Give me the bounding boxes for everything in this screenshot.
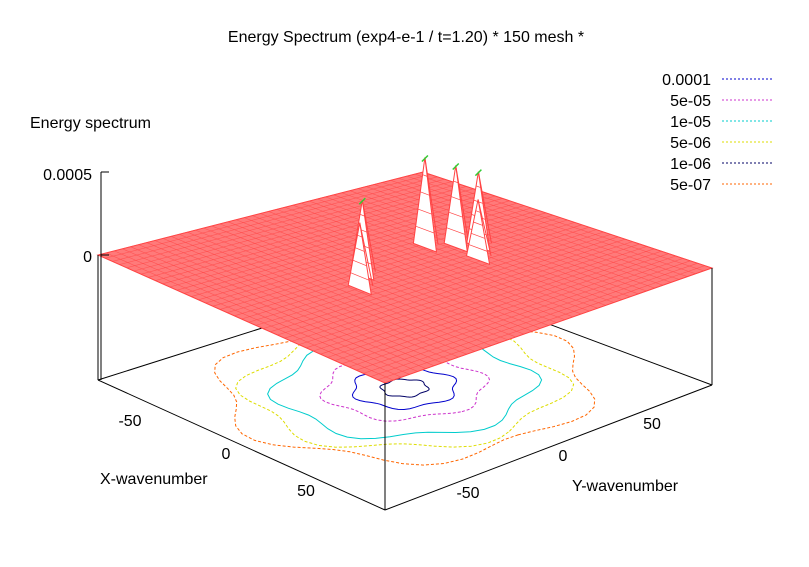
box-front-edges — [97, 255, 713, 511]
surface-peak-mesh — [448, 211, 463, 218]
surface-peak-ridge — [424, 157, 439, 244]
surface-mesh-line — [341, 253, 669, 365]
surface-peak-mesh — [468, 244, 488, 252]
surface-peak — [465, 199, 491, 266]
surface-mesh-line — [270, 229, 597, 333]
surface-peak-mesh — [471, 232, 486, 239]
surface-mesh-line — [268, 211, 557, 323]
surface-peaks — [347, 154, 492, 296]
surface-mesh-line — [414, 173, 704, 272]
legend-label: 5e-07 — [670, 177, 711, 194]
legend-label: 1e-05 — [670, 114, 711, 131]
legend-label: 5e-05 — [670, 93, 711, 110]
chart-title: Energy Spectrum (exp4-e-1 / t=1.20) * 15… — [228, 29, 584, 46]
x-axis-label: X-wavenumber — [100, 471, 208, 488]
y-tick-label: 0 — [559, 448, 568, 465]
surface-mesh-line — [291, 236, 619, 342]
surface-peak-mesh — [473, 221, 483, 226]
surface-peak-mesh — [420, 191, 430, 196]
surface-peak-mesh — [350, 272, 370, 281]
surface-mesh-line — [384, 267, 713, 384]
surface-peak-highlight — [474, 169, 482, 177]
surface-mesh-line — [349, 255, 676, 368]
surface-peak-ridge — [477, 199, 492, 257]
surface-mesh-line — [357, 188, 647, 292]
surface-mesh-line — [248, 222, 575, 323]
legend-label: 0.0001 — [662, 72, 711, 89]
x-tick-label: -50 — [118, 413, 141, 430]
legend-label: 5e-06 — [670, 135, 711, 152]
surface-mesh-line — [334, 250, 662, 361]
legend-label: 1e-06 — [670, 156, 711, 173]
surface-mesh-line — [363, 260, 691, 374]
z-tick-label: 0.0005 — [43, 167, 92, 184]
surface-mesh-line — [366, 186, 655, 289]
surface-peak-mesh — [355, 247, 365, 252]
surface-mesh-line — [320, 246, 648, 355]
surface-mesh-line — [390, 180, 680, 280]
surface-mesh-line — [398, 177, 688, 277]
surface-peak-mesh — [359, 213, 365, 217]
surface-mesh-line — [370, 262, 698, 377]
surface-mesh-line — [309, 200, 598, 309]
surface-peak-ridge — [455, 165, 470, 244]
surface-mesh-line — [313, 243, 640, 352]
surface-mesh-line — [298, 238, 626, 345]
surface-peak-mesh — [446, 227, 466, 235]
surface-mesh-line — [262, 226, 590, 329]
surface-mesh-line — [260, 213, 549, 326]
surface-mesh-line — [276, 209, 565, 321]
surface-peak-ridge — [359, 222, 374, 287]
surface-mesh-line — [356, 258, 684, 371]
surface-peak-highlight — [358, 197, 366, 205]
surface-mesh-line — [382, 182, 672, 283]
z-axis-label: Energy spectrum — [30, 115, 151, 132]
surface-peak-mesh — [422, 174, 428, 177]
x-tick-label: 50 — [297, 483, 315, 500]
contour-line — [379, 378, 430, 398]
surface-mesh-line — [292, 204, 582, 315]
surface-peak-mesh — [352, 259, 367, 267]
surface-mesh-line — [284, 206, 574, 318]
surface-mesh-line — [327, 248, 655, 358]
surface-peak-mesh — [453, 180, 459, 184]
surface-mesh-line — [255, 224, 583, 326]
box-edge — [384, 384, 713, 511]
surface-peak-mesh — [415, 225, 435, 234]
surface-peak-highlight — [452, 162, 460, 171]
surface-mesh-line — [301, 202, 590, 312]
z-tick-label: 0 — [83, 249, 92, 266]
surface-peak — [347, 222, 372, 296]
box-edge — [97, 379, 386, 511]
surface-mesh-line — [422, 171, 713, 269]
surface-peak — [412, 157, 438, 253]
surface-mesh-line — [377, 265, 705, 381]
surface-peak-mesh — [451, 196, 461, 201]
surface-peak-highlight — [421, 154, 429, 163]
surface-peak-mesh — [417, 208, 432, 215]
surface-peak-mesh — [475, 210, 481, 213]
surface-fill — [96, 171, 714, 384]
surface-mesh-line — [349, 190, 639, 295]
surface-peak — [443, 165, 468, 253]
surface-mesh-line — [284, 234, 611, 339]
y-tick-label: -50 — [456, 485, 479, 502]
surface-plane — [96, 171, 714, 384]
surface-peak-ridge — [477, 171, 492, 244]
contour-line — [319, 355, 491, 422]
x-tick-label: 0 — [222, 446, 231, 463]
legend: 0.0001 5e-05 1e-05 5e-06 1e-06 5e-07 — [662, 72, 711, 194]
surface-mesh-line — [277, 231, 604, 336]
y-axis-label: Y-wavenumber — [572, 478, 679, 495]
axis-ticks — [100, 171, 109, 380]
surface-peak-ridge — [361, 200, 376, 272]
y-tick-label: 50 — [643, 416, 661, 433]
surface-peak-mesh — [475, 185, 481, 188]
surface-mesh-line — [305, 241, 633, 349]
surface-peak-mesh — [357, 234, 363, 238]
